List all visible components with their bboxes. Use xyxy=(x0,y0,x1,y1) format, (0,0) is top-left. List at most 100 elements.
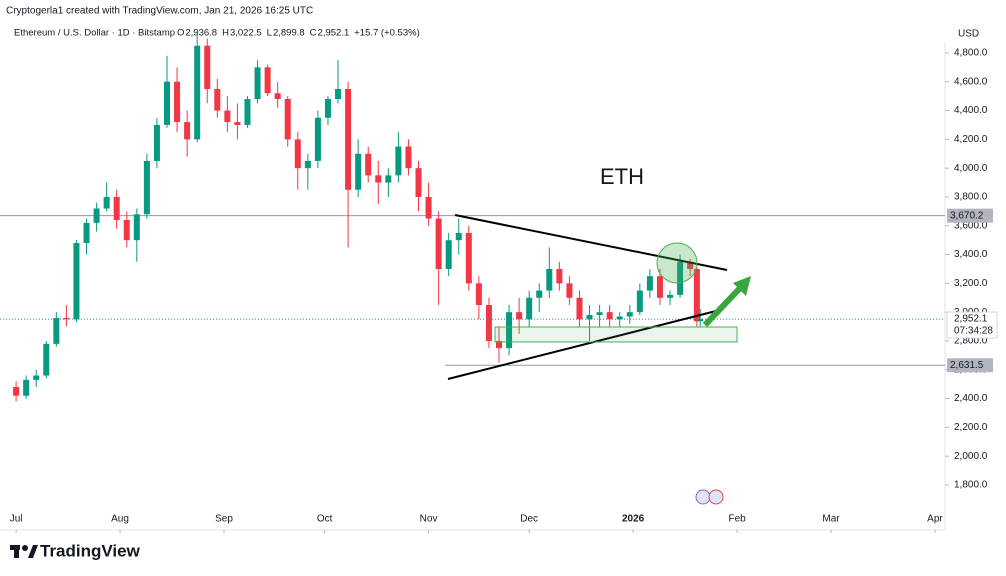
price-label: 3,670.2 xyxy=(950,210,984,221)
candle-body xyxy=(284,99,291,140)
y-tick-label: 4,800.0 xyxy=(954,48,988,59)
candle-body xyxy=(475,283,482,305)
candle-body xyxy=(606,312,613,320)
candle-body xyxy=(113,196,120,220)
candle-body xyxy=(294,139,301,169)
candle-body xyxy=(626,312,633,317)
candle-body xyxy=(596,312,603,316)
highlight-circle xyxy=(656,242,698,284)
annotation: ETH xyxy=(600,164,644,189)
candle-body xyxy=(546,268,553,291)
event-icon xyxy=(708,489,724,505)
credit: Cryptogerla1 created with TradingView.co… xyxy=(6,6,313,17)
y-tick-label: 3,200.0 xyxy=(954,278,988,289)
y-tick-label: 2,000.0 xyxy=(954,451,988,462)
candle-body xyxy=(224,110,231,123)
candle-body xyxy=(194,45,201,140)
arrow-shaft xyxy=(702,283,745,328)
x-tick-label: Jul xyxy=(10,514,23,525)
candle-body xyxy=(646,276,653,291)
candle-body xyxy=(616,316,623,320)
candle-body xyxy=(304,160,311,169)
candle-body xyxy=(164,81,171,125)
y-tick-label: 2,800.0 xyxy=(954,336,988,347)
legend-value: 3,022.5 xyxy=(230,28,262,39)
x-tick-label: Mar xyxy=(822,514,840,525)
candle-body xyxy=(23,379,30,396)
x-tick-label: Nov xyxy=(420,514,438,525)
candle-body xyxy=(656,276,663,298)
event-icon xyxy=(695,489,711,505)
candle-body xyxy=(355,153,362,190)
candle-body xyxy=(335,88,342,100)
candle-body xyxy=(636,290,643,313)
candle-body xyxy=(244,99,251,125)
candle-body xyxy=(465,232,472,284)
price-label: 2,631.5 xyxy=(950,360,984,371)
candle-body xyxy=(536,290,543,298)
candle-body xyxy=(385,175,392,183)
upper-trendline xyxy=(454,214,728,271)
y-tick-label: 1,800.0 xyxy=(954,480,988,491)
candle-body xyxy=(314,117,321,161)
candle-body xyxy=(556,268,563,284)
legend-key: H xyxy=(222,28,229,39)
legend-value: 2,899.8 xyxy=(273,28,305,39)
candle-body xyxy=(435,218,442,269)
candle-body xyxy=(33,375,40,380)
candle-body xyxy=(516,312,523,320)
chart-title: Ethereum / U.S. Dollar · 1D · Bitstamp xyxy=(14,28,175,39)
candle-body xyxy=(506,312,513,349)
candle-body xyxy=(73,243,80,320)
candle-body xyxy=(53,317,60,344)
candle-body xyxy=(103,196,110,209)
candle-body xyxy=(254,67,261,100)
candle-body xyxy=(697,319,704,322)
candle-body xyxy=(405,146,412,169)
y-tick-label: 4,200.0 xyxy=(954,134,988,145)
last-price-box xyxy=(946,311,998,339)
legend-key: L xyxy=(267,28,272,39)
y-tick-label: 2,400.0 xyxy=(954,393,988,404)
candle-body xyxy=(345,88,352,190)
candle-body xyxy=(143,160,150,215)
candle-body xyxy=(687,261,694,269)
candle-body xyxy=(274,93,281,100)
y-tick-label: 2,200.0 xyxy=(954,422,988,433)
x-tick-label: Feb xyxy=(728,514,746,525)
candle-body xyxy=(445,240,452,269)
legend-value: 2,952.1 xyxy=(318,28,350,39)
candle-body xyxy=(214,88,221,111)
support-zone xyxy=(494,326,738,343)
candle-body xyxy=(395,146,402,176)
legend-key: O xyxy=(177,28,184,39)
countdown: 07:34:28 xyxy=(954,326,993,337)
y-tick-label: 4,600.0 xyxy=(954,76,988,87)
arrow-head xyxy=(733,276,751,296)
candle-body xyxy=(93,208,100,223)
y-tick-label: 3,800.0 xyxy=(954,192,988,203)
candle-body xyxy=(586,315,593,320)
lower-trendline xyxy=(447,310,717,380)
legend-key: C xyxy=(310,28,317,39)
candle-body xyxy=(13,387,20,396)
candle-body xyxy=(43,343,50,376)
candle-body xyxy=(83,222,90,244)
last-price-label: 2,952.1 xyxy=(954,314,988,325)
y-tick-label: 4,400.0 xyxy=(954,105,988,116)
legend-value: 2,936.8 xyxy=(185,28,217,39)
candle-body xyxy=(264,67,271,94)
candle-body xyxy=(184,122,191,140)
candle-body xyxy=(485,304,492,341)
candle-body xyxy=(667,294,674,298)
price-label-box xyxy=(947,208,993,223)
candle-body xyxy=(133,214,140,241)
candle-body xyxy=(324,99,331,118)
candle-body xyxy=(123,219,130,241)
candle-body xyxy=(153,124,160,161)
currency: USD xyxy=(958,29,979,40)
candle-body xyxy=(576,297,583,320)
candle-body xyxy=(174,81,181,123)
